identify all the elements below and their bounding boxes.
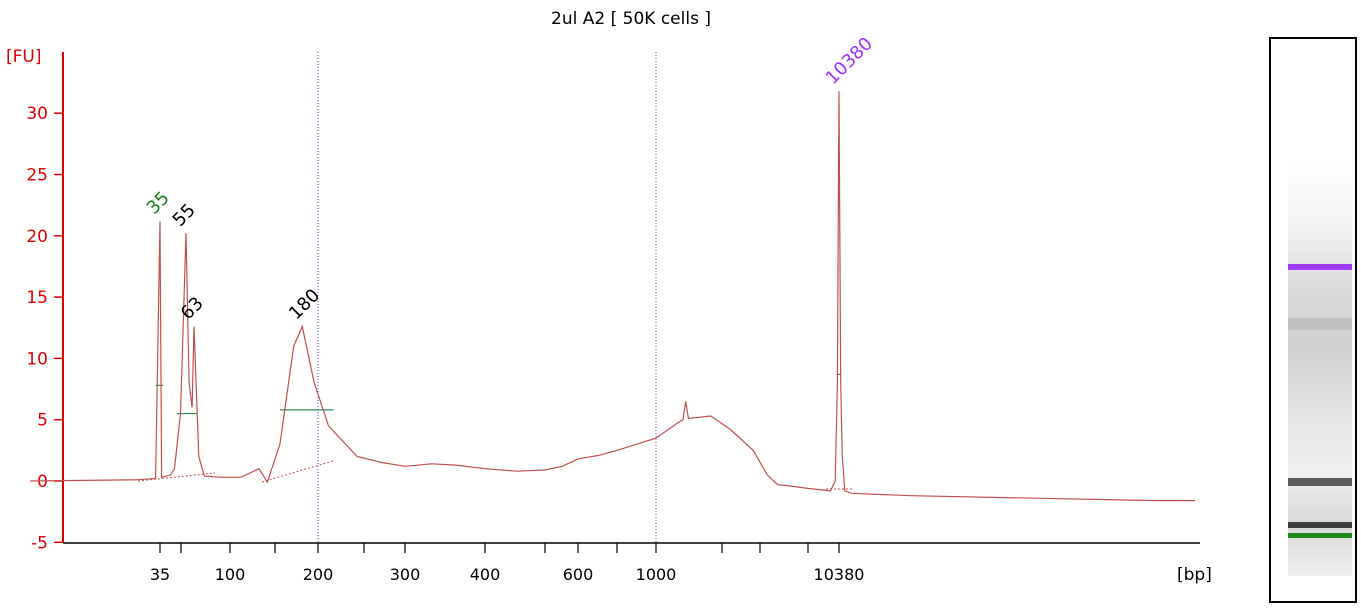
peak-label: 63	[177, 293, 208, 324]
axes	[62, 52, 1200, 544]
peak-label: 180	[285, 285, 324, 324]
peak-fit-lines	[137, 373, 852, 490]
y-ticks: -5 0 5 10 15 20 25 30	[26, 104, 63, 553]
baseline-dotted	[137, 472, 216, 482]
x-tick-label: 300	[390, 565, 421, 584]
x-tick-label: 200	[303, 565, 334, 584]
baseline-dotted	[261, 460, 334, 483]
chart-title: 2ul A2 [ 50K cells ]	[551, 9, 711, 29]
y-tick-label: 0	[37, 472, 48, 492]
x-axis-label: [bp]	[1177, 565, 1212, 585]
gel-band-upper-marker	[1288, 264, 1352, 270]
gel-lane-background	[1288, 160, 1352, 576]
y-axis-label: [FU]	[6, 47, 42, 67]
series	[29, 91, 1195, 502]
gel-bands	[1288, 264, 1352, 538]
x-ticks: 35 100 200 300 400 600 1000 10380	[150, 543, 865, 584]
x-tick-label: 600	[563, 565, 594, 584]
y-tick-label: 15	[26, 288, 48, 308]
series-line	[29, 91, 1195, 502]
y-tick-label: 10	[26, 349, 48, 369]
peak-label: 55	[169, 200, 200, 231]
x-tick-label: 100	[215, 565, 246, 584]
x-tick-label: 10380	[814, 565, 865, 584]
gel-band-band-low	[1288, 522, 1352, 528]
x-tick-label: 400	[470, 565, 501, 584]
marker-lines	[317, 52, 657, 543]
y-tick-label: 20	[26, 227, 48, 247]
peak-label: 10380	[822, 33, 877, 88]
gel-band-smear-high	[1288, 318, 1352, 330]
gel-band-lower-marker	[1288, 533, 1352, 538]
y-tick-label: -5	[31, 533, 48, 553]
y-tick-label: 25	[26, 166, 48, 186]
x-tick-label: 1000	[636, 565, 677, 584]
y-tick-label: 5	[37, 411, 48, 431]
x-tick-label: 35	[150, 565, 170, 584]
y-tick-label: 30	[26, 104, 48, 124]
peak-label: 35	[143, 188, 174, 219]
gel-band-band-dark	[1288, 478, 1352, 486]
